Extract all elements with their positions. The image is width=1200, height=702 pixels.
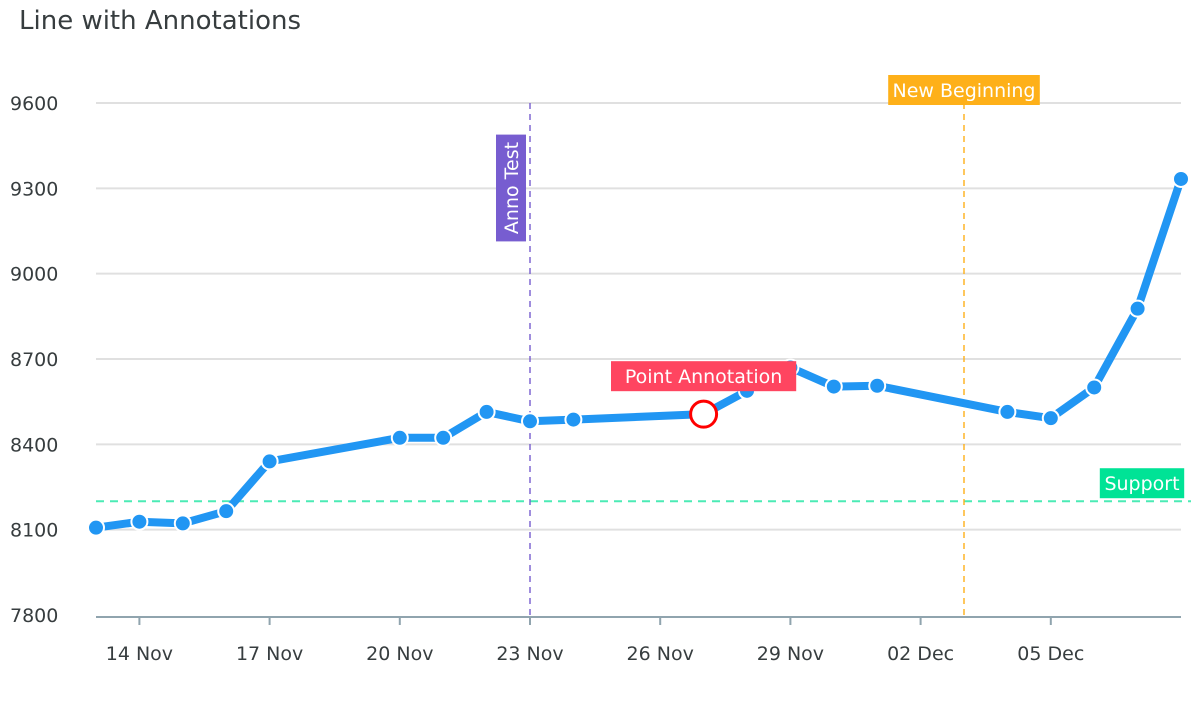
data-point-marker[interactable] [130, 512, 149, 531]
x-tick-label: 05 Dec [1017, 643, 1084, 665]
support-label-text: Support [1104, 473, 1179, 495]
x-tick-label: 02 Dec [887, 643, 954, 665]
data-point-marker[interactable] [87, 518, 105, 537]
new-beginning-label: New Beginning [888, 75, 1040, 105]
data-point-marker[interactable] [173, 514, 192, 533]
y-tick-label: 9600 [10, 93, 58, 115]
data-point-marker[interactable] [1172, 169, 1190, 188]
data-point-marker[interactable] [390, 428, 409, 447]
data-point-marker[interactable] [1128, 299, 1147, 318]
support-label: Support [1099, 468, 1185, 499]
x-tick-label: 26 Nov [627, 643, 694, 665]
y-tick-label: 7800 [10, 605, 58, 627]
y-tick-label: 9000 [10, 264, 58, 286]
data-point-marker[interactable] [998, 402, 1017, 421]
point-annotation-marker [689, 399, 719, 429]
grid-lines [96, 102, 1181, 531]
x-tick-label: 29 Nov [757, 643, 824, 665]
series-line[interactable] [87, 169, 1190, 537]
data-point-marker[interactable] [217, 502, 236, 521]
annotation-lines [96, 103, 1191, 615]
y-tick-label: 8100 [10, 520, 58, 542]
data-point-marker[interactable] [1041, 409, 1060, 428]
point-annotation-label-bg [611, 361, 797, 392]
data-point-marker[interactable] [260, 452, 279, 471]
point-annotation-label: Point Annotation [611, 361, 797, 392]
y-axis: 9600 9300 9000 8700 8400 8100 7800 [10, 93, 58, 627]
data-point-marker[interactable] [1085, 378, 1104, 397]
y-tick-label: 8700 [10, 349, 58, 371]
data-point-marker[interactable] [521, 412, 539, 431]
new-beginning-label-bg [888, 75, 1040, 105]
new-beginning-label-text: New Beginning [892, 80, 1035, 102]
support-label-bg [1099, 468, 1185, 499]
chart-title: Line with Annotations [19, 6, 302, 36]
x-axis: 14 Nov 17 Nov 20 Nov 23 Nov 26 Nov 29 Nov 02 D… [96, 616, 1181, 665]
anno-test-label-text: Anno Test [501, 142, 523, 234]
data-point-marker[interactable] [824, 377, 843, 396]
anno-test-label: Anno Test [496, 134, 526, 242]
x-tick-label: 17 Nov [236, 643, 303, 665]
data-point-marker[interactable] [434, 428, 453, 447]
annotation-labels: Point Annotation Anno Test New Beginning Su… [496, 75, 1185, 499]
x-tick-label: 14 Nov [106, 643, 173, 665]
x-tick-label: 20 Nov [366, 643, 433, 665]
series-line-path[interactable] [92, 174, 1185, 532]
data-point-marker[interactable] [564, 410, 583, 429]
data-point-marker[interactable] [477, 402, 496, 421]
point-annotation-label-text: Point Annotation [625, 366, 782, 388]
x-tick-label: 23 Nov [496, 643, 563, 665]
anno-test-label-bg [496, 134, 526, 242]
data-point-marker[interactable] [868, 376, 887, 395]
y-tick-label: 9300 [10, 178, 58, 200]
y-tick-label: 8400 [10, 434, 58, 456]
